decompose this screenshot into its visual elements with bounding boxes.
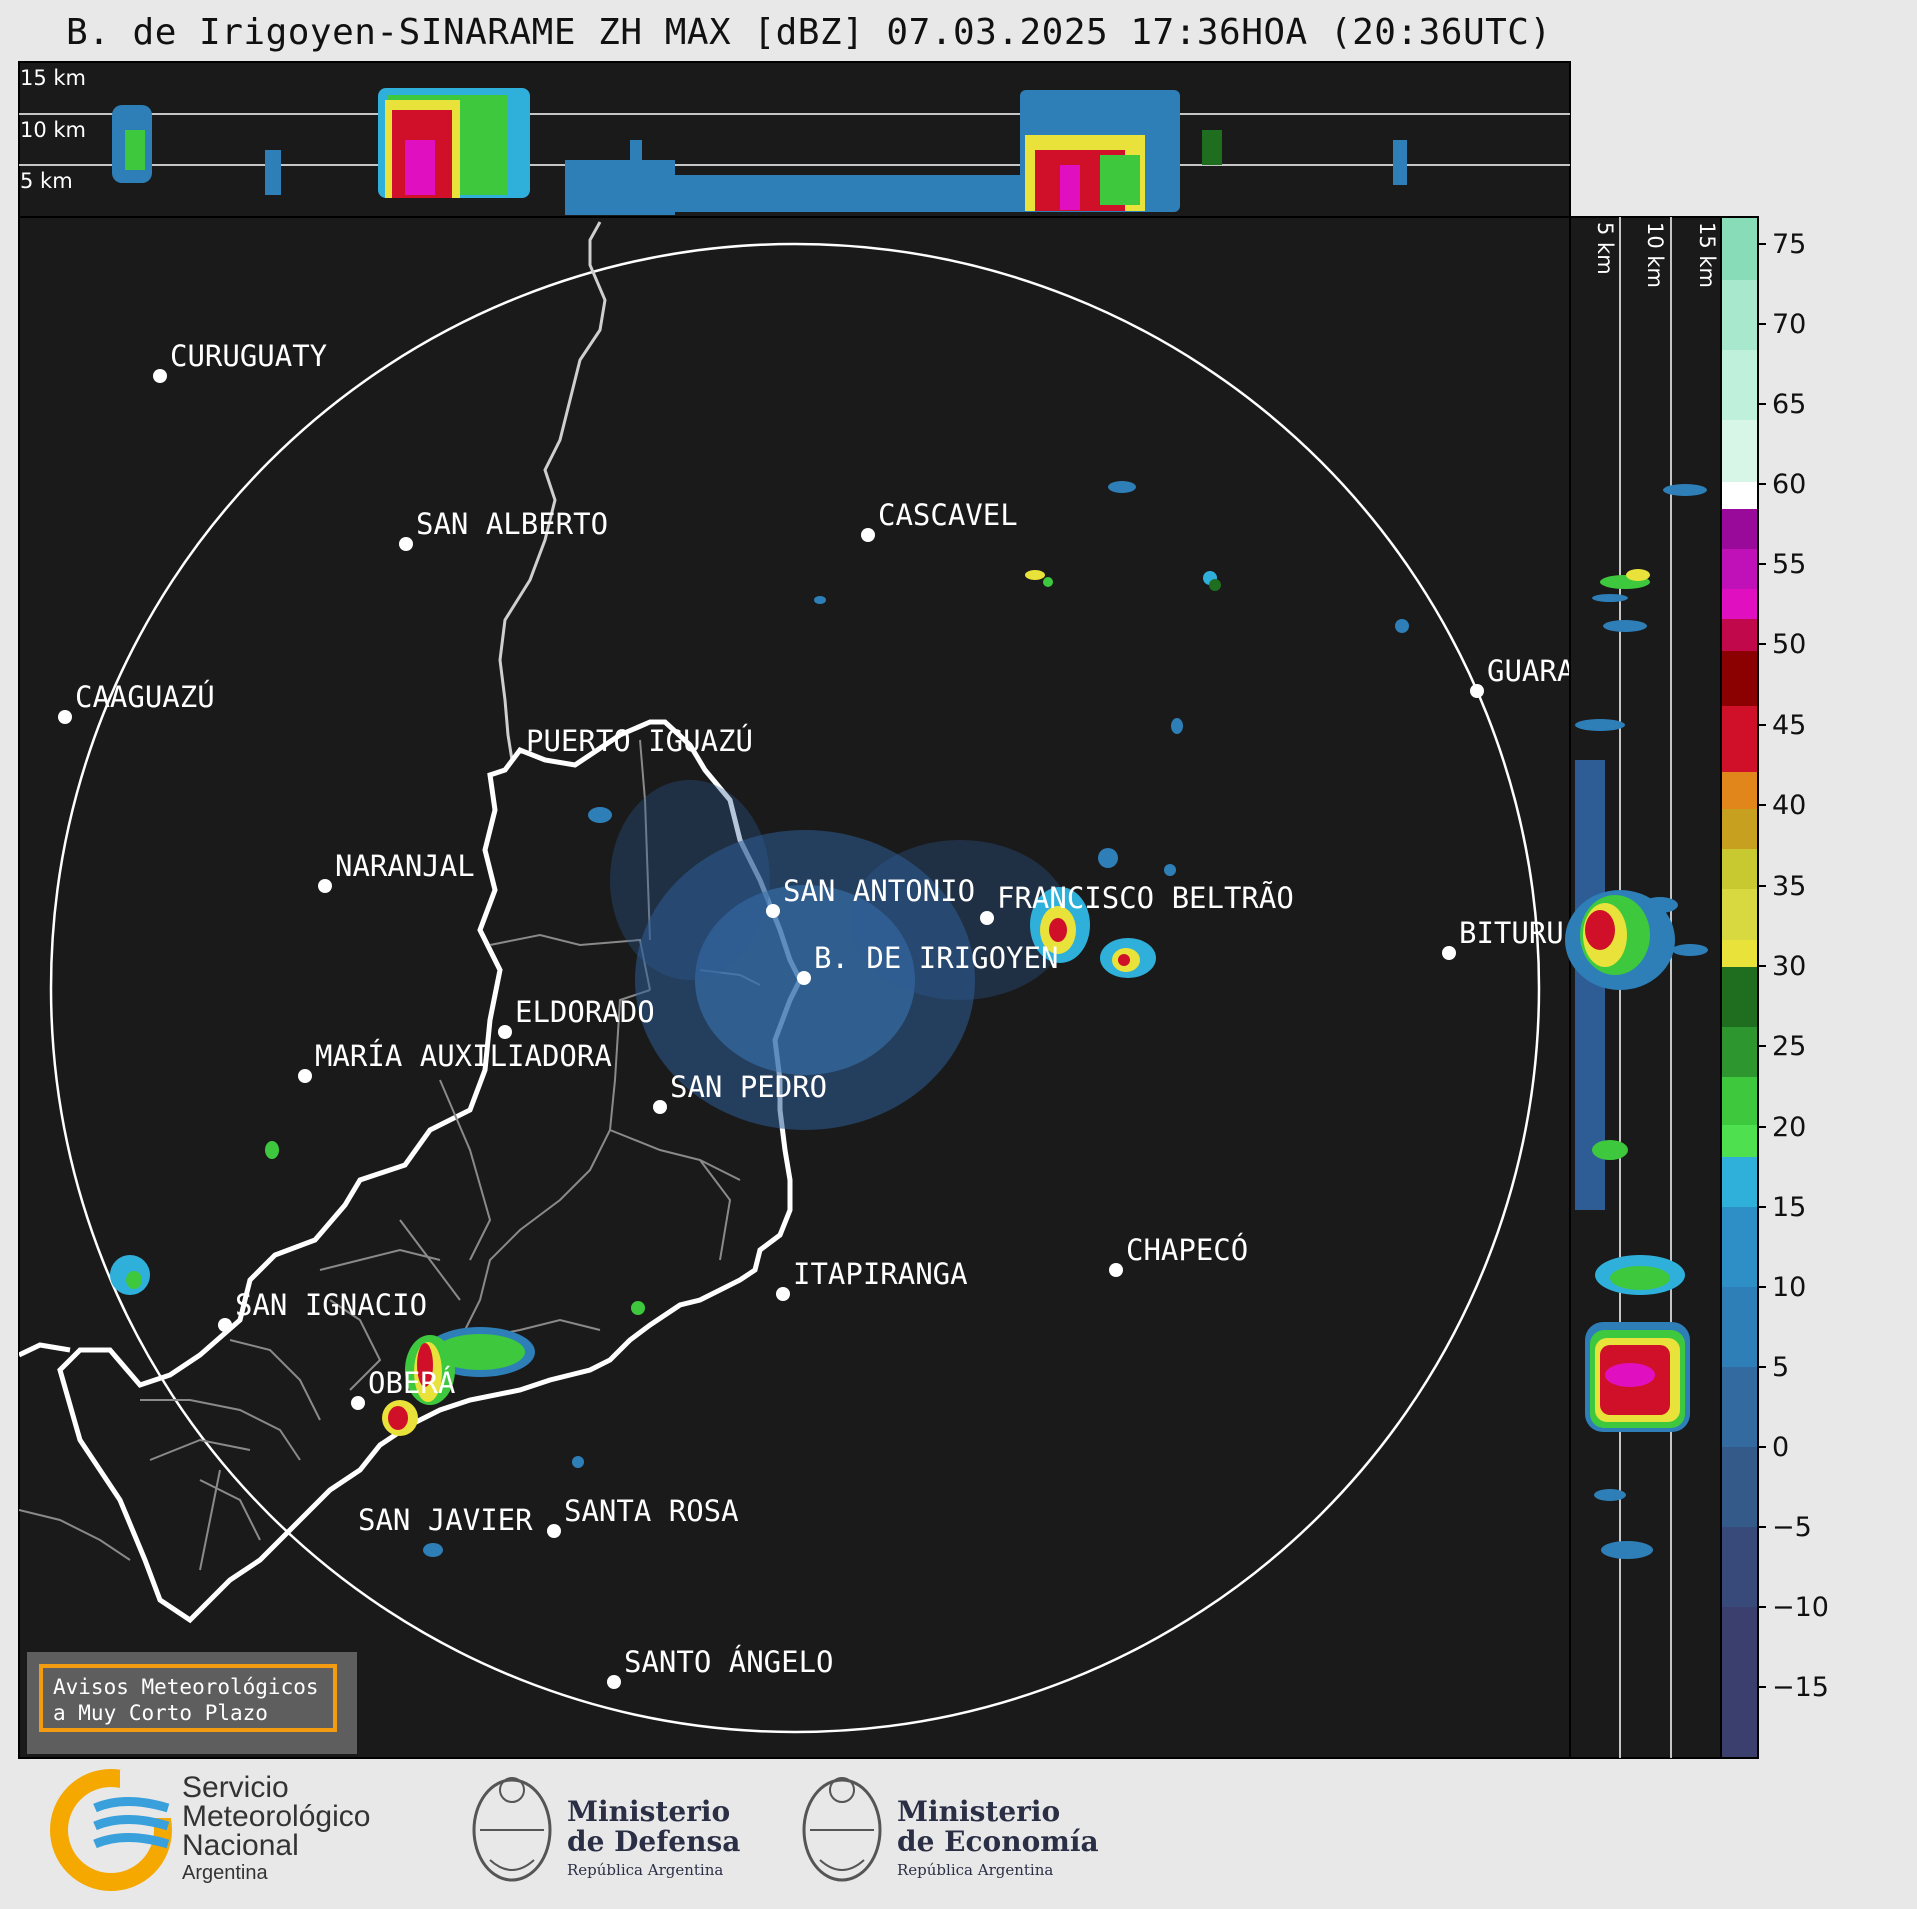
svg-text:25: 25	[1772, 1031, 1806, 1062]
department-boundaries	[19, 739, 761, 1571]
svg-text:55: 55	[1772, 549, 1806, 580]
svg-text:CHAPECÓ: CHAPECÓ	[1126, 1233, 1248, 1267]
defensa-coat-of-arms-icon	[472, 1777, 552, 1882]
city-obera: OBERÁ	[351, 1366, 455, 1410]
city-san-ignacio: SAN IGNACIO	[218, 1288, 427, 1332]
svg-text:0: 0	[1772, 1432, 1789, 1463]
city-puerto-iguazu: PUERTO IGUAZÚ	[526, 724, 753, 758]
city-bituru: BITURU	[1442, 916, 1564, 960]
svg-text:−10: −10	[1772, 1592, 1829, 1623]
top-label-15km: 15 km	[20, 66, 86, 90]
svg-text:70: 70	[1772, 309, 1806, 340]
side-height-panel: 5 km 10 km 15 km	[1565, 216, 1722, 1759]
city-markers: CURUGUATY SAN ALBERTO CASCAVEL CAAGUAZÚ …	[58, 339, 1574, 1689]
svg-text:50: 50	[1772, 629, 1806, 660]
svg-text:SANTO ÁNGELO: SANTO ÁNGELO	[624, 1645, 834, 1679]
svg-text:75: 75	[1772, 229, 1806, 260]
smn-logo-mark	[50, 1769, 180, 1891]
side-label-15km: 15 km	[1695, 222, 1719, 288]
svg-text:60: 60	[1772, 469, 1806, 500]
svg-text:SAN ANTONIO: SAN ANTONIO	[783, 874, 975, 908]
svg-text:NARANJAL: NARANJAL	[335, 849, 475, 883]
economia-coat-of-arms-icon	[802, 1777, 882, 1882]
city-b-de-irigoyen: B. DE IRIGOYEN	[797, 941, 1058, 985]
city-curuguaty: CURUGUATY	[153, 339, 327, 383]
svg-text:35: 35	[1772, 871, 1806, 902]
svg-text:45: 45	[1772, 710, 1806, 741]
svg-text:CAAGUAZÚ: CAAGUAZÚ	[75, 680, 215, 714]
city-cascavel: CASCAVEL	[861, 498, 1018, 542]
svg-text:B. DE IRIGOYEN: B. DE IRIGOYEN	[814, 941, 1058, 975]
main-map-panel: CURUGUATY SAN ALBERTO CASCAVEL CAAGUAZÚ …	[18, 216, 1574, 1759]
city-caaguazu: CAAGUAZÚ	[58, 680, 215, 724]
colorbar-ticks: 75 70 65 60 55 50 45 40 35 30 25 20 15 1…	[1758, 229, 1829, 1703]
svg-text:30: 30	[1772, 951, 1806, 982]
range-ring	[49, 242, 1541, 1734]
radar-echoes	[110, 481, 1409, 1557]
city-santa-rosa: SANTA ROSA	[547, 1494, 739, 1538]
city-maria-auxiliadora: MARÍA AUXILIADORA	[298, 1039, 612, 1083]
svg-text:GUARA: GUARA	[1487, 654, 1574, 688]
svg-text:OBERÁ: OBERÁ	[368, 1366, 455, 1400]
city-itapiranga: ITAPIRANGA	[776, 1257, 968, 1301]
city-san-alberto: SAN ALBERTO	[399, 507, 608, 551]
svg-text:SAN ALBERTO: SAN ALBERTO	[416, 507, 608, 541]
svg-text:SAN PEDRO: SAN PEDRO	[670, 1070, 827, 1104]
warning-line-2: a Muy Corto Plazo	[53, 1701, 268, 1725]
svg-text:FRANCISCO BELTRÃO: FRANCISCO BELTRÃO	[997, 881, 1294, 915]
svg-text:ITAPIRANGA: ITAPIRANGA	[793, 1257, 968, 1291]
warning-banner[interactable]: Avisos Meteorológicos a Muy Corto Plazo	[27, 1652, 357, 1754]
svg-text:ELDORADO: ELDORADO	[515, 995, 655, 1029]
map-title: B. de Irigoyen-SINARAME ZH MAX [dBZ] 07.…	[66, 12, 1552, 53]
colorbar: 75 70 65 60 55 50 45 40 35 30 25 20 15 1…	[1720, 216, 1829, 1759]
svg-text:SAN IGNACIO: SAN IGNACIO	[235, 1288, 427, 1322]
svg-text:−15: −15	[1772, 1672, 1829, 1703]
city-san-antonio: SAN ANTONIO	[766, 874, 975, 918]
svg-text:−5: −5	[1772, 1512, 1812, 1543]
warning-line-1: Avisos Meteorológicos	[53, 1675, 319, 1699]
svg-text:10: 10	[1772, 1272, 1806, 1303]
city-chapeco: CHAPECÓ	[1109, 1233, 1248, 1277]
top-height-panel: 15 km 10 km 5 km	[18, 61, 1571, 218]
city-santo-angelo: SANTO ÁNGELO	[607, 1645, 834, 1689]
city-naranjal: NARANJAL	[318, 849, 475, 893]
economia-logo-text: Ministerio de Economía República Argenti…	[897, 1795, 1099, 1880]
city-san-javier: SAN JAVIER	[358, 1503, 533, 1537]
svg-text:SANTA ROSA: SANTA ROSA	[564, 1494, 739, 1528]
smn-logo-text: Servicio Meteorológico Nacional Argentin…	[182, 1771, 371, 1885]
top-panel-echoes	[112, 88, 1407, 215]
defensa-logo-text: Ministerio de Defensa República Argentin…	[567, 1795, 741, 1880]
top-label-5km: 5 km	[20, 169, 73, 193]
city-guara: GUARA	[1470, 654, 1574, 698]
city-san-pedro: SAN PEDRO	[653, 1070, 827, 1114]
svg-text:65: 65	[1772, 389, 1806, 420]
svg-text:MARÍA AUXILIADORA: MARÍA AUXILIADORA	[315, 1039, 612, 1073]
svg-text:CASCAVEL: CASCAVEL	[878, 498, 1018, 532]
svg-text:PUERTO IGUAZÚ: PUERTO IGUAZÚ	[526, 724, 753, 758]
city-eldorado: ELDORADO	[498, 995, 655, 1039]
svg-text:20: 20	[1772, 1112, 1806, 1143]
side-label-10km: 10 km	[1643, 222, 1667, 288]
svg-text:40: 40	[1772, 790, 1806, 821]
side-panel-echoes	[1565, 484, 1708, 1559]
svg-text:CURUGUATY: CURUGUATY	[170, 339, 327, 373]
svg-text:5: 5	[1772, 1352, 1789, 1383]
svg-text:15: 15	[1772, 1192, 1806, 1223]
city-francisco-beltrao: FRANCISCO BELTRÃO	[980, 881, 1294, 925]
svg-text:SAN JAVIER: SAN JAVIER	[358, 1503, 533, 1537]
side-label-5km: 5 km	[1593, 222, 1617, 275]
paraguay-brazil-border	[498, 221, 607, 761]
top-label-10km: 10 km	[20, 118, 86, 142]
svg-text:BITURU: BITURU	[1459, 916, 1564, 950]
